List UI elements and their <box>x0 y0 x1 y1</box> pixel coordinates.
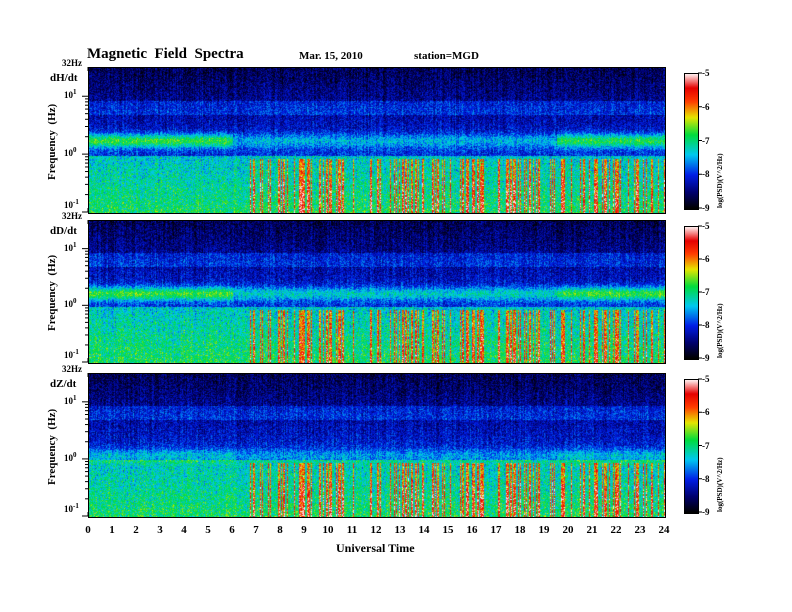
x-tick-label: 23 <box>634 524 646 536</box>
colorbar-gradient <box>685 227 698 359</box>
x-tick-label: 0 <box>85 524 91 536</box>
date-label: Mar. 15, 2010 <box>299 50 363 62</box>
x-tick-label: 7 <box>253 524 259 536</box>
spectrogram-heatmap <box>89 221 665 363</box>
y-tick-top-label: 32Hz <box>62 364 82 374</box>
colorbar-tick-label: -8 <box>702 169 710 180</box>
y-tick-top-label: 32Hz <box>62 211 82 221</box>
panel-component-label: dD/dt <box>50 225 77 237</box>
x-tick-label: 22 <box>610 524 622 536</box>
y-tick-label: 101 <box>64 240 77 253</box>
x-tick-label: 5 <box>205 524 211 536</box>
colorbar-tick-label: -6 <box>702 101 710 112</box>
y-tick-top-label: 32Hz <box>62 58 82 68</box>
colorbar-tick-label: -9 <box>702 353 710 363</box>
colorbar <box>684 379 699 514</box>
spectrogram-heatmap <box>89 68 665 213</box>
colorbar-tick-label: -9 <box>702 203 710 213</box>
x-tick-label: 24 <box>658 524 670 536</box>
spectrogram-panel-1 <box>88 220 666 364</box>
panel-component-label: dH/dt <box>50 72 78 84</box>
x-tick-label: 10 <box>322 524 334 536</box>
colorbar-gradient <box>685 380 698 513</box>
y-tick-label: 101 <box>64 393 77 406</box>
y-tick-label: 101 <box>64 88 77 101</box>
y-tick-base: 10 <box>64 350 73 360</box>
colorbar-tick-label: -8 <box>702 320 710 330</box>
colorbar-tick-label: -7 <box>702 440 710 451</box>
y-tick-label: 100 <box>64 146 77 159</box>
x-tick-label: 3 <box>157 524 163 536</box>
colorbar <box>684 226 699 360</box>
x-tick-label: 8 <box>277 524 283 536</box>
spectrogram-heatmap <box>89 374 665 517</box>
x-tick-label: 19 <box>538 524 550 536</box>
y-tick-label: 100 <box>64 297 77 310</box>
y-tick-exponent: 1 <box>73 240 77 249</box>
x-tick-label: 21 <box>586 524 598 536</box>
colorbar-tick-label: -7 <box>702 287 710 297</box>
x-tick-label: 14 <box>418 524 430 536</box>
x-tick-label: 1 <box>109 524 115 536</box>
colorbar-tick-label: -5 <box>702 221 710 231</box>
x-tick-label: 11 <box>346 524 358 536</box>
x-tick-label: 16 <box>466 524 478 536</box>
y-tick-exponent: 0 <box>73 450 77 459</box>
y-tick-base: 10 <box>64 299 73 310</box>
colorbar-tick-label: -5 <box>702 374 710 384</box>
y-tick-base: 10 <box>64 504 73 514</box>
figure-title: Magnetic Field Spectra <box>87 46 244 62</box>
y-tick-label: 10-1 <box>64 198 79 210</box>
y-tick-label: 10-1 <box>64 502 79 514</box>
colorbar-tick-label: -9 <box>702 507 710 517</box>
colorbar-label: log(PSD)(V^2/Hz) <box>716 457 724 512</box>
colorbar-tick-label: -5 <box>702 68 710 78</box>
y-tick-base: 10 <box>64 395 73 406</box>
spectrogram-panel-2 <box>88 373 666 518</box>
colorbar-tick-label: -6 <box>702 254 710 264</box>
y-tick-exponent: 0 <box>73 146 77 155</box>
x-tick-label: 9 <box>301 524 307 536</box>
y-tick-exponent: 1 <box>73 88 77 97</box>
y-tick-exponent: -1 <box>73 348 79 356</box>
colorbar-tick-label: -7 <box>702 135 710 146</box>
x-tick-label: 17 <box>490 524 502 536</box>
x-tick-label: 20 <box>562 524 574 536</box>
colorbar-tick-label: -8 <box>702 473 710 484</box>
y-tick-exponent: 1 <box>73 393 77 402</box>
y-tick-label: 10-1 <box>64 348 79 360</box>
y-tick-exponent: -1 <box>73 198 79 206</box>
y-tick-label: 100 <box>64 450 77 463</box>
y-tick-base: 10 <box>64 452 73 463</box>
y-axis-label: Frequency (Hz) <box>46 408 58 485</box>
x-tick-label: 6 <box>229 524 235 536</box>
y-tick-exponent: 0 <box>73 297 77 306</box>
x-axis-label: Universal Time <box>336 541 415 555</box>
colorbar-label: log(PSD)(V^2/Hz) <box>716 153 724 208</box>
x-tick-label: 13 <box>394 524 406 536</box>
x-tick-label: 18 <box>514 524 526 536</box>
y-tick-exponent: -1 <box>73 502 79 510</box>
x-tick-label: 15 <box>442 524 454 536</box>
y-tick-base: 10 <box>64 90 73 101</box>
x-tick-label: 12 <box>370 524 382 536</box>
colorbar-tick-label: -6 <box>702 407 710 418</box>
y-axis-label: Frequency (Hz) <box>46 103 58 180</box>
y-axis-label: Frequency (Hz) <box>46 254 58 331</box>
y-tick-base: 10 <box>64 148 73 159</box>
spectrogram-panel-0 <box>88 67 666 214</box>
colorbar <box>684 73 699 210</box>
station-label: station=MGD <box>414 50 479 62</box>
colorbar-label: log(PSD)(V^2/Hz) <box>716 303 724 358</box>
panel-component-label: dZ/dt <box>50 378 77 390</box>
x-tick-label: 2 <box>133 524 139 536</box>
x-tick-label: 4 <box>181 524 187 536</box>
y-tick-base: 10 <box>64 200 73 210</box>
colorbar-gradient <box>685 74 698 209</box>
y-tick-base: 10 <box>64 242 73 253</box>
